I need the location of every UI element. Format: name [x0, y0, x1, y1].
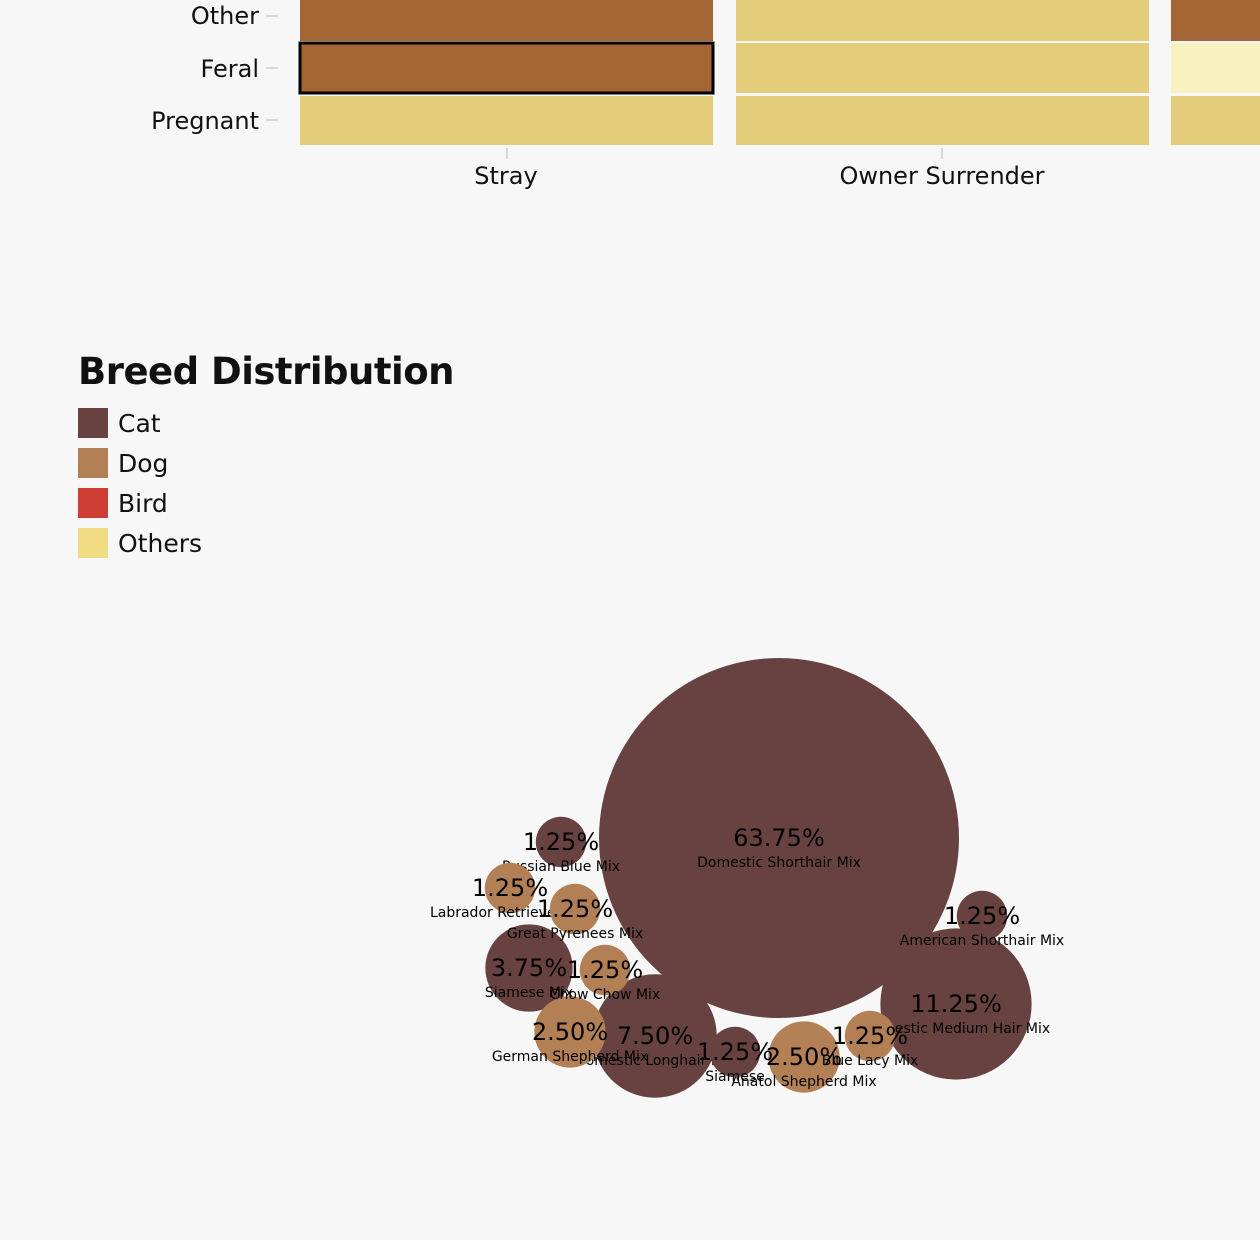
bubble-circle[interactable] — [709, 1026, 761, 1078]
bubble[interactable]: 1.25% Chow Chow Mix — [550, 944, 660, 1003]
legend-title: Breed Distribution — [78, 350, 455, 393]
legend-swatch — [78, 488, 108, 518]
bubble-circle[interactable] — [579, 944, 631, 996]
bubble[interactable]: 1.25% Blue Lacy Mix — [822, 1010, 919, 1069]
legend-label: Others — [118, 528, 203, 558]
bubble[interactable]: 1.25% Great Pyrenees Mix — [507, 883, 643, 942]
bubble[interactable]: 2.50% German Shepherd Mix — [492, 996, 648, 1068]
bubble-percent-label: 1.25% — [523, 828, 599, 856]
cell-stray-feral[interactable] — [298, 41, 715, 95]
y-axis: Other Feral Pregnant — [151, 2, 278, 135]
cell-col3-feral[interactable] — [1171, 43, 1260, 93]
legend-item-cat[interactable]: Cat — [78, 403, 454, 443]
bubble-percent-label: 1.25% — [472, 874, 548, 902]
bubble-circle[interactable] — [484, 862, 536, 914]
bubble-breed-label: American Shorthair Mix — [900, 933, 1064, 949]
bubble-breed-label: Blue Lacy Mix — [822, 1053, 919, 1069]
bubble-breed-label: Domestic Longhair Mix — [575, 1053, 735, 1069]
bubble-circle[interactable] — [880, 928, 1032, 1080]
bubble-breed-label: Russian Blue Mix — [502, 859, 620, 875]
mosaic-cells — [298, 0, 1260, 145]
cell-stray-other[interactable] — [300, 0, 713, 41]
bubble[interactable]: 63.75% Domestic Shorthair Mix — [599, 658, 959, 1018]
bubble-circle[interactable] — [535, 816, 587, 868]
bubble[interactable]: 11.25% Domestic Medium Hair Mix — [862, 928, 1050, 1080]
bubble[interactable]: 7.50% Domestic Longhair Mix — [575, 974, 735, 1098]
cell-stray-pregnant[interactable] — [300, 96, 713, 145]
bubble-circle[interactable] — [534, 996, 606, 1068]
y-tick-label: Pregnant — [151, 107, 259, 135]
x-axis: Stray Owner Surrender — [474, 148, 1045, 190]
bubble[interactable]: 2.50% Anatol Shepherd Mix — [731, 1021, 877, 1093]
cell-col3-other[interactable] — [1171, 0, 1260, 41]
bubble-circle[interactable] — [599, 658, 959, 1018]
cell-owner-other[interactable] — [736, 0, 1149, 41]
bubble-breed-label: Great Pyrenees Mix — [507, 926, 643, 942]
bubble-breed-label: German Shepherd Mix — [492, 1049, 648, 1065]
legend-label: Bird — [118, 488, 168, 518]
bubble-percent-label: 63.75% — [733, 824, 825, 852]
breed-legend: Breed Distribution Cat Dog Bird Others — [78, 350, 455, 563]
legend-item-bird[interactable]: Bird — [78, 483, 454, 523]
bubble-percent-label: 1.25% — [567, 956, 643, 984]
legend-label: Dog — [118, 448, 169, 478]
legend-item-dog[interactable]: Dog — [78, 443, 454, 483]
bubble-breed-label: Domestic Medium Hair Mix — [862, 1021, 1050, 1037]
bubble-percent-label: 7.50% — [617, 1022, 693, 1050]
bubble[interactable]: 3.75% Siamese Mix — [485, 924, 573, 1012]
y-tick-label: Feral — [201, 55, 260, 83]
legend-swatch — [78, 408, 108, 438]
legend-label: Cat — [118, 408, 161, 438]
bubble-breed-label: Siamese — [705, 1069, 765, 1085]
x-tick-label: Stray — [474, 162, 537, 190]
bubble-percent-label: 1.25% — [944, 902, 1020, 930]
bubble-percent-label: 1.25% — [537, 895, 613, 923]
bubble-breed-label: Siamese Mix — [485, 985, 573, 1001]
bubble-circle[interactable] — [549, 883, 601, 935]
bubble-breed-label: Domestic Shorthair Mix — [697, 855, 861, 871]
bubble-percent-label: 3.75% — [491, 954, 567, 982]
bubble[interactable]: 1.25% American Shorthair Mix — [900, 890, 1064, 949]
bubble-breed-label: Chow Chow Mix — [550, 987, 660, 1003]
bubble-percent-label: 2.50% — [532, 1018, 608, 1046]
cell-owner-feral[interactable] — [736, 43, 1149, 93]
bubble-circle[interactable] — [593, 974, 717, 1098]
legend-swatch — [78, 448, 108, 478]
legend-swatch — [78, 528, 108, 558]
bubble-percent-label: 2.50% — [766, 1043, 842, 1071]
mosaic-chart: Other Feral Pregnant Stray Owner Surrend… — [151, 0, 1260, 190]
cell-owner-pregnant[interactable] — [736, 96, 1149, 145]
bubble-circle[interactable] — [956, 890, 1008, 942]
legend-item-others[interactable]: Others — [78, 523, 454, 563]
cell-col3-pregnant[interactable] — [1171, 96, 1260, 145]
bubbles: 63.75% Domestic Shorthair Mix 11.25% Domest… — [430, 658, 1064, 1098]
bubble-percent-label: 1.25% — [832, 1022, 908, 1050]
bubble[interactable]: 1.25% Siamese — [697, 1026, 773, 1085]
bubble-circle[interactable] — [768, 1021, 840, 1093]
bubble-circle[interactable] — [844, 1010, 896, 1062]
bubble-circle[interactable] — [485, 924, 573, 1012]
bubble-percent-label: 1.25% — [697, 1038, 773, 1066]
bubble-breed-label: Anatol Shepherd Mix — [731, 1074, 876, 1090]
bubble[interactable]: 1.25% Russian Blue Mix — [502, 816, 620, 875]
y-tick-label: Other — [191, 2, 259, 30]
bubble-percent-label: 11.25% — [910, 990, 1002, 1018]
x-tick-label: Owner Surrender — [839, 162, 1044, 190]
